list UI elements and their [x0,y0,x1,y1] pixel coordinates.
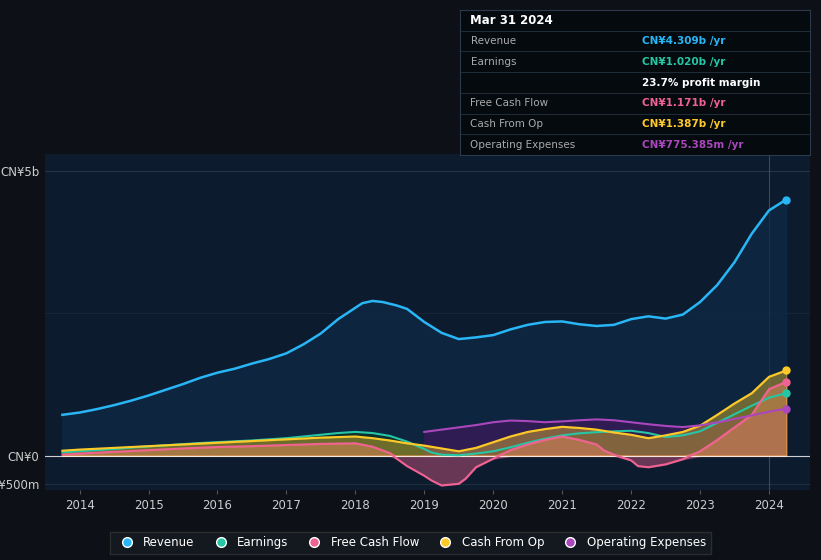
Text: Operating Expenses: Operating Expenses [470,139,576,150]
Text: CN¥1.387b /yr: CN¥1.387b /yr [642,119,726,129]
Text: CN¥1.020b /yr: CN¥1.020b /yr [642,57,726,67]
Text: Free Cash Flow: Free Cash Flow [470,98,548,108]
Text: CN¥4.309b /yr: CN¥4.309b /yr [642,36,726,46]
Text: CN¥775.385m /yr: CN¥775.385m /yr [642,139,744,150]
Text: CN¥1.171b /yr: CN¥1.171b /yr [642,98,726,108]
Text: Cash From Op: Cash From Op [470,119,544,129]
Legend: Revenue, Earnings, Free Cash Flow, Cash From Op, Operating Expenses: Revenue, Earnings, Free Cash Flow, Cash … [110,531,711,554]
Text: Earnings: Earnings [470,57,516,67]
Text: 23.7% profit margin: 23.7% profit margin [642,77,760,87]
Text: Mar 31 2024: Mar 31 2024 [470,14,553,27]
Text: Revenue: Revenue [470,36,516,46]
